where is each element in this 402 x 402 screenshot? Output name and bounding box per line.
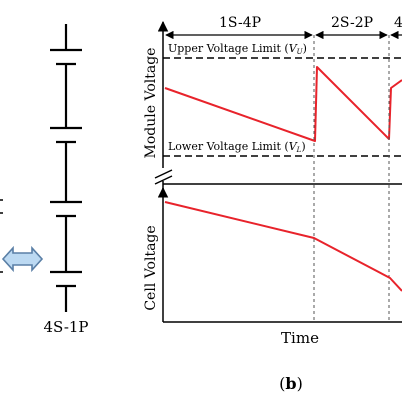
phase-label-1s4p: 1S-4P	[219, 15, 261, 31]
lower-limit-label: Lower Voltage Limit (VL)	[168, 140, 306, 154]
cell-voltage-curve	[164, 201, 402, 292]
upper-limit-label: Upper Voltage Limit (VU)	[168, 42, 307, 56]
phase-label-4s: 4S	[394, 15, 402, 31]
panel-label: (b)	[279, 374, 303, 393]
bottom-y-axis-label: Cell Voltage	[143, 225, 159, 310]
phase-label-2s2p: 2S-2P	[331, 15, 373, 31]
battery-string	[50, 24, 82, 312]
left-edge-marks	[0, 199, 3, 273]
axis-break-icon	[154, 169, 173, 185]
x-axis-label: Time	[281, 329, 319, 347]
config-label: 4S-1P	[43, 318, 88, 336]
double-arrow-icon	[1, 245, 44, 273]
top-y-axis-label: Module Voltage	[143, 48, 159, 159]
module-voltage-curve	[164, 66, 402, 142]
phase-dividers	[313, 35, 390, 320]
bottom-chart: Cell Voltage Time	[143, 186, 402, 347]
top-chart: 1S-4P 2S-2P 4S Upper Voltage Limit (VU) …	[143, 15, 402, 190]
